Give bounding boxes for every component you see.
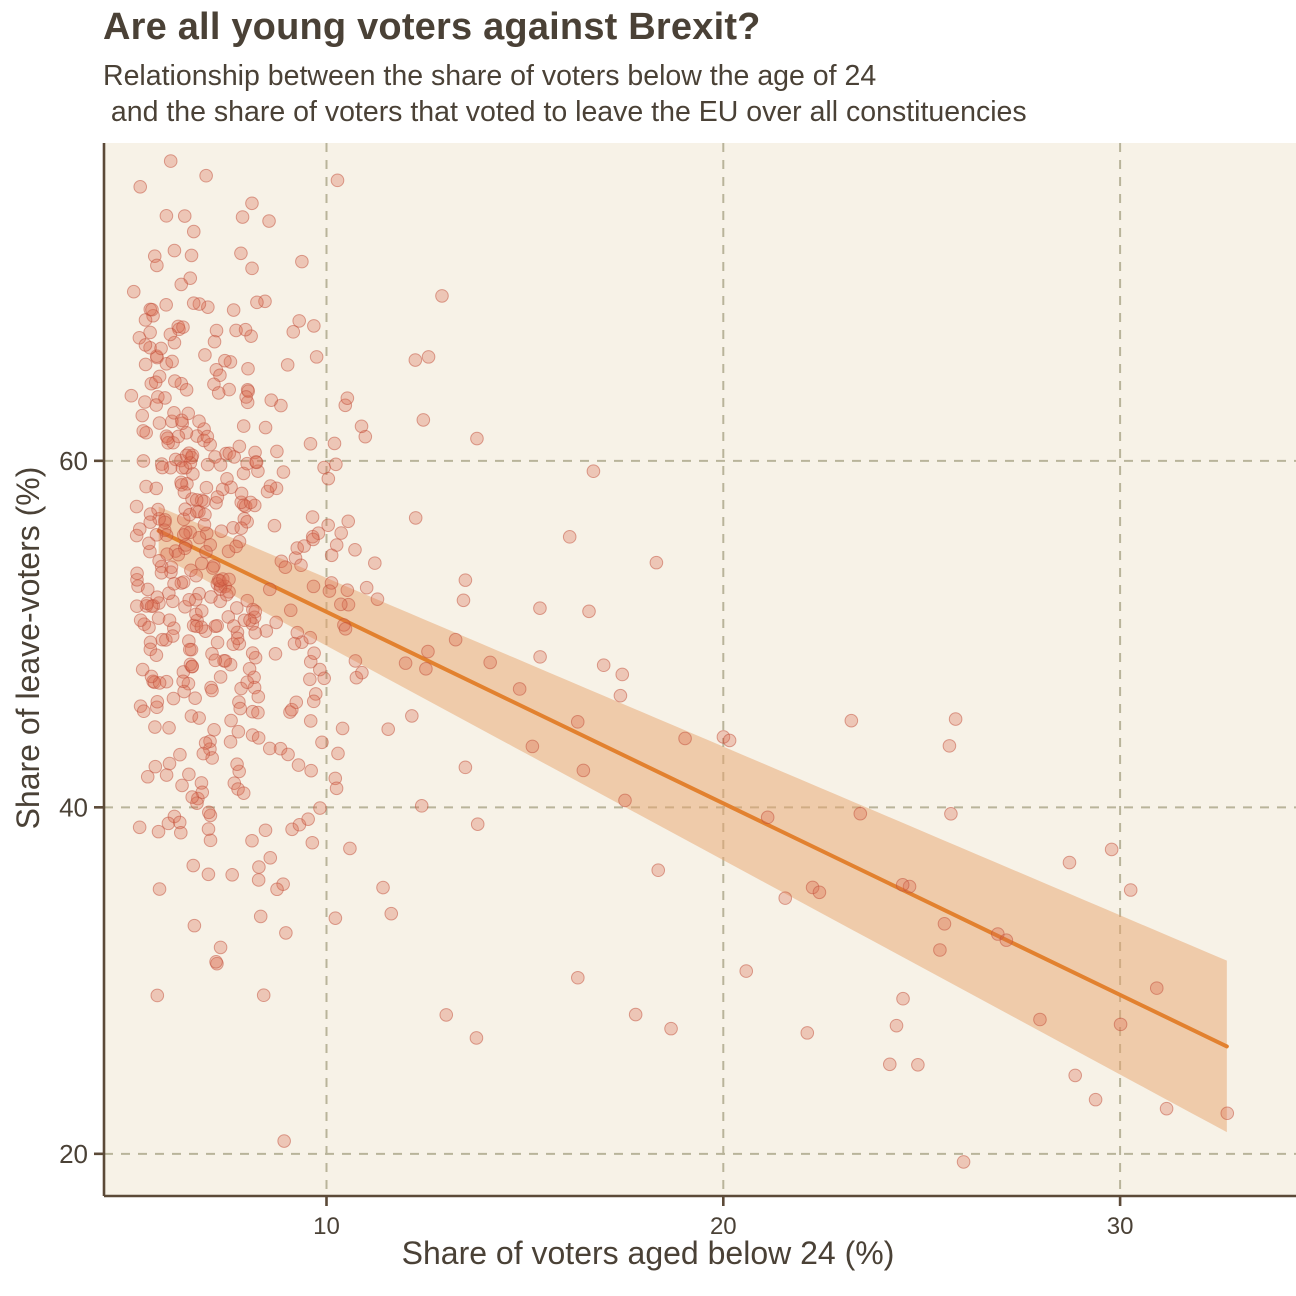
svg-text:20: 20 [710,1213,737,1240]
svg-text:10: 10 [313,1213,340,1240]
svg-text:30: 30 [1107,1213,1134,1240]
svg-text:20: 20 [59,1139,88,1169]
svg-text:60: 60 [59,446,88,476]
svg-text:40: 40 [59,792,88,822]
